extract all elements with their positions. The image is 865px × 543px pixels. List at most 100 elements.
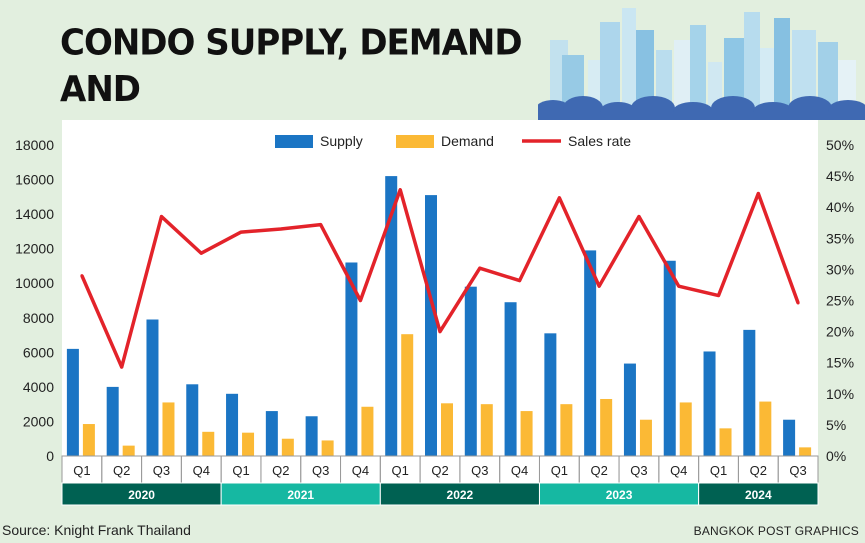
year-label: 2023 bbox=[606, 488, 633, 502]
quarter-row-background bbox=[62, 456, 818, 483]
right-tick-label: 20% bbox=[826, 324, 854, 340]
demand-bar bbox=[122, 445, 135, 456]
right-tick-label: 0% bbox=[826, 448, 846, 464]
city-skyline-illustration bbox=[538, 8, 865, 120]
quarter-label: Q2 bbox=[113, 463, 130, 478]
title-line-1: CONDO SUPPLY, DEMAND AND bbox=[60, 22, 523, 111]
quarter-label: Q1 bbox=[73, 463, 90, 478]
supply-bar bbox=[743, 329, 756, 456]
sales-rate-point bbox=[319, 223, 323, 227]
right-tick-label: 5% bbox=[826, 417, 846, 433]
right-tick-label: 50% bbox=[826, 137, 854, 153]
sales-rate-point bbox=[518, 279, 522, 283]
sales-rate-point bbox=[80, 274, 84, 278]
sales-rate-point bbox=[159, 215, 163, 219]
supply-bar bbox=[544, 333, 557, 456]
sales-rate-point bbox=[557, 196, 561, 200]
demand-bar bbox=[520, 411, 533, 456]
year-label: 2024 bbox=[745, 488, 772, 502]
quarter-label: Q2 bbox=[590, 463, 607, 478]
legend-label-supply: Supply bbox=[320, 133, 363, 149]
bars-group bbox=[66, 176, 812, 456]
demand-bar bbox=[242, 432, 255, 456]
supply-bar bbox=[425, 195, 437, 456]
legend: Supply Demand Sales rate bbox=[275, 133, 631, 149]
quarter-label: Q3 bbox=[789, 463, 806, 478]
sales-rate-point bbox=[796, 301, 800, 305]
left-tick-label: 12000 bbox=[15, 241, 54, 257]
demand-bar bbox=[759, 401, 772, 456]
right-tick-label: 30% bbox=[826, 261, 854, 277]
supply-bar bbox=[265, 411, 278, 456]
sales-rate-point bbox=[717, 294, 721, 298]
quarter-label: Q2 bbox=[431, 463, 448, 478]
quarter-label: Q3 bbox=[153, 463, 170, 478]
demand-bar bbox=[401, 334, 414, 456]
supply-bar bbox=[663, 260, 676, 456]
supply-bar bbox=[783, 419, 796, 456]
quarter-label: Q4 bbox=[352, 463, 369, 478]
demand-bar bbox=[719, 428, 732, 456]
right-tick-label: 15% bbox=[826, 355, 854, 371]
sales-rate-point bbox=[756, 192, 760, 196]
year-label: 2021 bbox=[287, 488, 314, 502]
demand-bar bbox=[361, 406, 374, 456]
legend-label-demand: Demand bbox=[441, 133, 494, 149]
supply-bar bbox=[186, 384, 199, 456]
source-note: Source: Knight Frank Thailand bbox=[2, 522, 191, 538]
quarter-label: Q3 bbox=[630, 463, 647, 478]
sales-rate-point bbox=[239, 230, 243, 234]
supply-bar bbox=[226, 393, 239, 456]
quarter-axis: Q1 Q2 Q3 Q4 Q1 Q2 Q3 Q4 Q1 Q2 Q3 Q4 Q1 Q2 Q3 Q4 Q1 Q2 Q3 bbox=[61, 455, 819, 484]
supply-bar bbox=[66, 348, 79, 456]
sales-rate-point bbox=[677, 284, 681, 288]
supply-bar bbox=[345, 262, 358, 456]
sales-rate-point bbox=[199, 251, 203, 255]
supply-bar bbox=[106, 386, 119, 456]
sales-rate-point bbox=[438, 330, 442, 334]
sales-rate-point bbox=[637, 215, 641, 219]
right-tick-label: 10% bbox=[826, 386, 854, 402]
right-tick-label: 35% bbox=[826, 230, 854, 246]
legend-label-sales-rate: Sales rate bbox=[568, 133, 631, 149]
supply-bar bbox=[584, 250, 597, 456]
demand-bar bbox=[82, 424, 95, 456]
quarter-label: Q4 bbox=[511, 463, 528, 478]
demand-bar bbox=[281, 438, 294, 456]
quarter-label: Q1 bbox=[232, 463, 249, 478]
right-tick-label: 40% bbox=[826, 199, 854, 215]
year-label: 2022 bbox=[447, 488, 474, 502]
sales-rate-point bbox=[120, 365, 124, 369]
demand-bar bbox=[162, 402, 175, 456]
credit-note: BANGKOK POST GRAPHICS bbox=[693, 524, 859, 538]
quarter-label: Q1 bbox=[710, 463, 727, 478]
left-tick-label: 8000 bbox=[23, 310, 54, 326]
year-cell bbox=[698, 482, 819, 506]
right-tick-label: 25% bbox=[826, 293, 854, 309]
demand-bar bbox=[799, 447, 812, 456]
demand-bar bbox=[441, 403, 453, 456]
quarter-label: Q1 bbox=[551, 463, 568, 478]
demand-bar bbox=[600, 398, 613, 456]
quarter-label: Q4 bbox=[193, 463, 210, 478]
supply-bar bbox=[146, 319, 159, 456]
year-label: 2020 bbox=[128, 488, 155, 502]
sales-rate-point bbox=[398, 188, 402, 192]
left-tick-label: 4000 bbox=[23, 379, 54, 395]
supply-bar bbox=[703, 351, 716, 456]
quarter-label: Q2 bbox=[750, 463, 767, 478]
demand-bar bbox=[560, 404, 573, 456]
sales-rate-line-group bbox=[80, 188, 800, 369]
supply-bar bbox=[504, 302, 517, 456]
left-tick-label: 6000 bbox=[23, 344, 54, 360]
sales-rate-point bbox=[597, 284, 601, 288]
demand-bar bbox=[639, 419, 652, 456]
left-tick-label: 16000 bbox=[15, 172, 54, 188]
right-axis: 0% 5% 10% 15% 20% 25% 30% 35% 40% 45% 50% bbox=[826, 137, 854, 464]
demand-bar bbox=[480, 404, 493, 456]
right-tick-label: 45% bbox=[826, 168, 854, 184]
sales-rate-point bbox=[358, 299, 362, 302]
quarter-label: Q3 bbox=[471, 463, 488, 478]
quarter-label: Q4 bbox=[670, 463, 687, 478]
